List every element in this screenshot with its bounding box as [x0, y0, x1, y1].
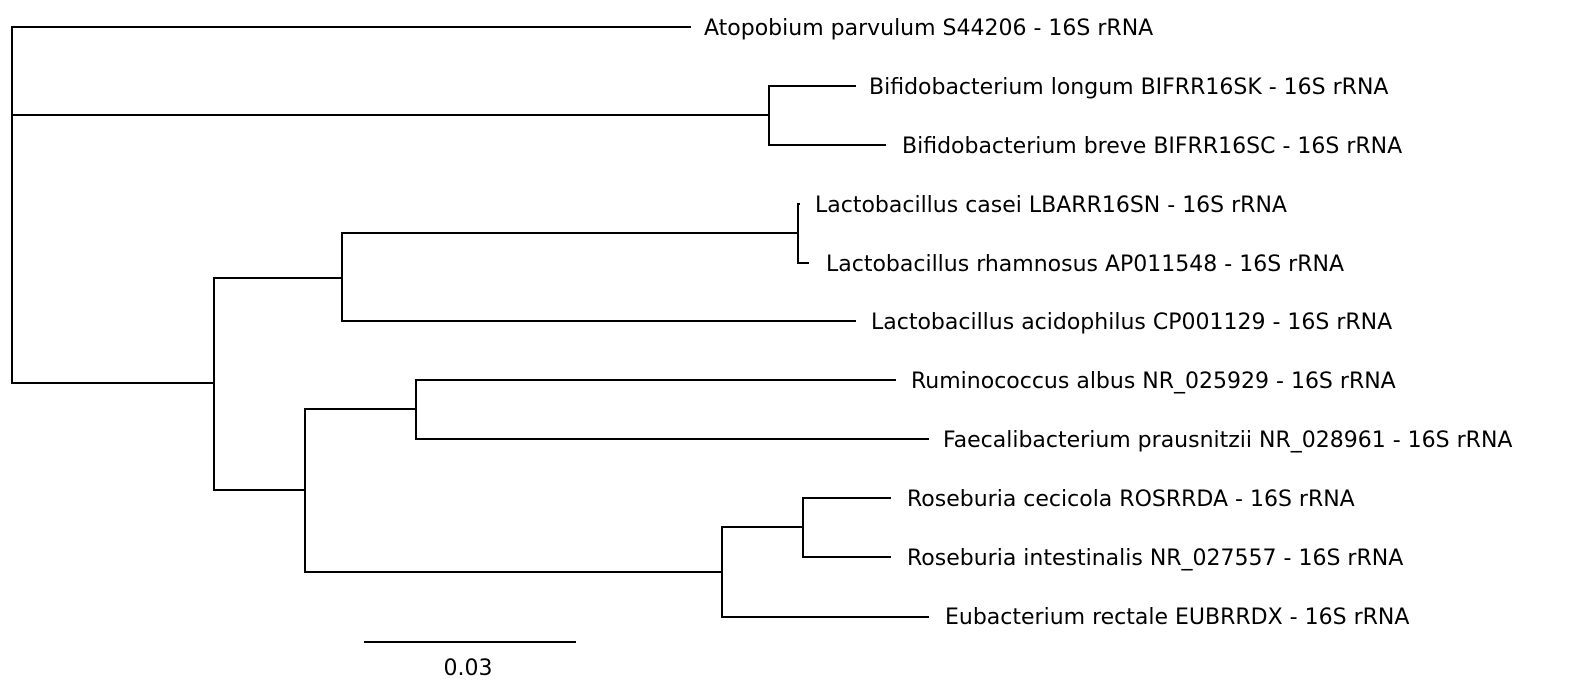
scale-bar-label: 0.03 [444, 656, 493, 681]
leaf-label-faecalibacterium-prausnitzii: Faecalibacterium prausnitzii NR_028961 -… [943, 428, 1512, 453]
leaf-label-lactobacillus-acidophilus: Lactobacillus acidophilus CP001129 - 16S… [871, 310, 1392, 335]
leaf-label-eubacterium-rectale: Eubacterium rectale EUBRRDX - 16S rRNA [945, 605, 1409, 630]
leaf-label-atopobium: Atopobium parvulum S44206 - 16S rRNA [704, 16, 1153, 41]
leaf-label-roseburia-cecicola: Roseburia cecicola ROSRRDA - 16S rRNA [907, 487, 1355, 512]
leaf-label-lactobacillus-casei: Lactobacillus casei LBARR16SN - 16S rRNA [815, 193, 1287, 218]
leaf-label-bifidobacterium-breve: Bifidobacterium breve BIFRR16SC - 16S rR… [902, 134, 1402, 159]
leaf-label-ruminococcus-albus: Ruminococcus albus NR_025929 - 16S rRNA [911, 369, 1396, 394]
leaf-label-lactobacillus-rhamnosus: Lactobacillus rhamnosus AP011548 - 16S r… [826, 252, 1344, 277]
leaf-labels: Atopobium parvulum S44206 - 16S rRNA Bif… [704, 16, 1512, 630]
leaf-label-bifidobacterium-longum: Bifidobacterium longum BIFRR16SK - 16S r… [869, 75, 1388, 100]
leaf-label-roseburia-intestinalis: Roseburia intestinalis NR_027557 - 16S r… [907, 546, 1403, 571]
scale-bar: 0.03 [364, 641, 576, 681]
tree-branches [11, 26, 929, 618]
